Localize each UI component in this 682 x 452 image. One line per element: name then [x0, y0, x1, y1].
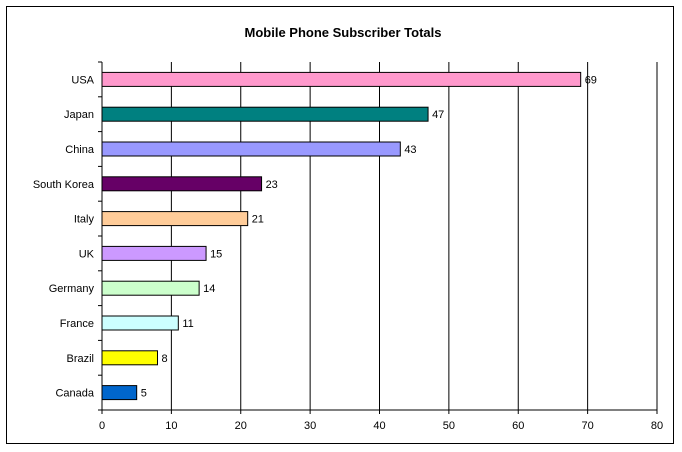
- bar-japan: [101, 106, 429, 122]
- x-tick-label: 60: [512, 420, 524, 432]
- bar-italy: [101, 211, 249, 227]
- data-label: 23: [266, 179, 278, 191]
- bar-canada: [101, 385, 138, 401]
- category-label: UK: [79, 248, 95, 260]
- category-label: Japan: [64, 109, 94, 121]
- category-labels: USA Japan China South Korea Italy UK Germany Fr…: [33, 74, 95, 399]
- x-tick-label: 80: [651, 420, 663, 432]
- data-label: 47: [432, 109, 444, 121]
- x-tick-label: 0: [99, 420, 105, 432]
- data-label: 5: [141, 388, 147, 400]
- data-label: 43: [404, 144, 416, 156]
- bar-south-korea: [101, 176, 263, 192]
- data-label: 69: [585, 74, 597, 86]
- category-label: Brazil: [66, 353, 94, 365]
- data-label: 21: [252, 214, 264, 226]
- data-labels: 69 47 43 23 21 15 14 11 8 5: [141, 74, 597, 399]
- bar-brazil: [101, 350, 158, 366]
- data-label: 14: [203, 283, 215, 295]
- category-label: Germany: [49, 283, 95, 295]
- x-tick-labels: 0 10 20 30 40 50 60 70 80: [99, 420, 663, 432]
- axes: [98, 61, 658, 414]
- x-tick-label: 40: [373, 420, 385, 432]
- category-label: Canada: [55, 388, 94, 400]
- x-tick-label: 10: [165, 420, 177, 432]
- data-label: 11: [182, 318, 193, 330]
- data-label: 15: [210, 248, 222, 260]
- x-tick-label: 70: [582, 420, 594, 432]
- x-tick-label: 50: [443, 420, 455, 432]
- data-label: 8: [162, 353, 168, 365]
- bars: [101, 71, 582, 401]
- category-label: France: [60, 318, 94, 330]
- category-label: Italy: [74, 214, 95, 226]
- chart-title: Mobile Phone Subscriber Totals: [245, 25, 442, 40]
- category-label: USA: [71, 74, 94, 86]
- bar-uk: [101, 245, 207, 261]
- bar-france: [101, 315, 179, 331]
- category-label: South Korea: [33, 179, 95, 191]
- bar-usa: [101, 71, 582, 87]
- x-tick-label: 20: [235, 420, 247, 432]
- bar-china: [101, 141, 401, 157]
- category-label: China: [65, 144, 95, 156]
- x-tick-label: 30: [304, 420, 316, 432]
- bar-germany: [101, 280, 200, 296]
